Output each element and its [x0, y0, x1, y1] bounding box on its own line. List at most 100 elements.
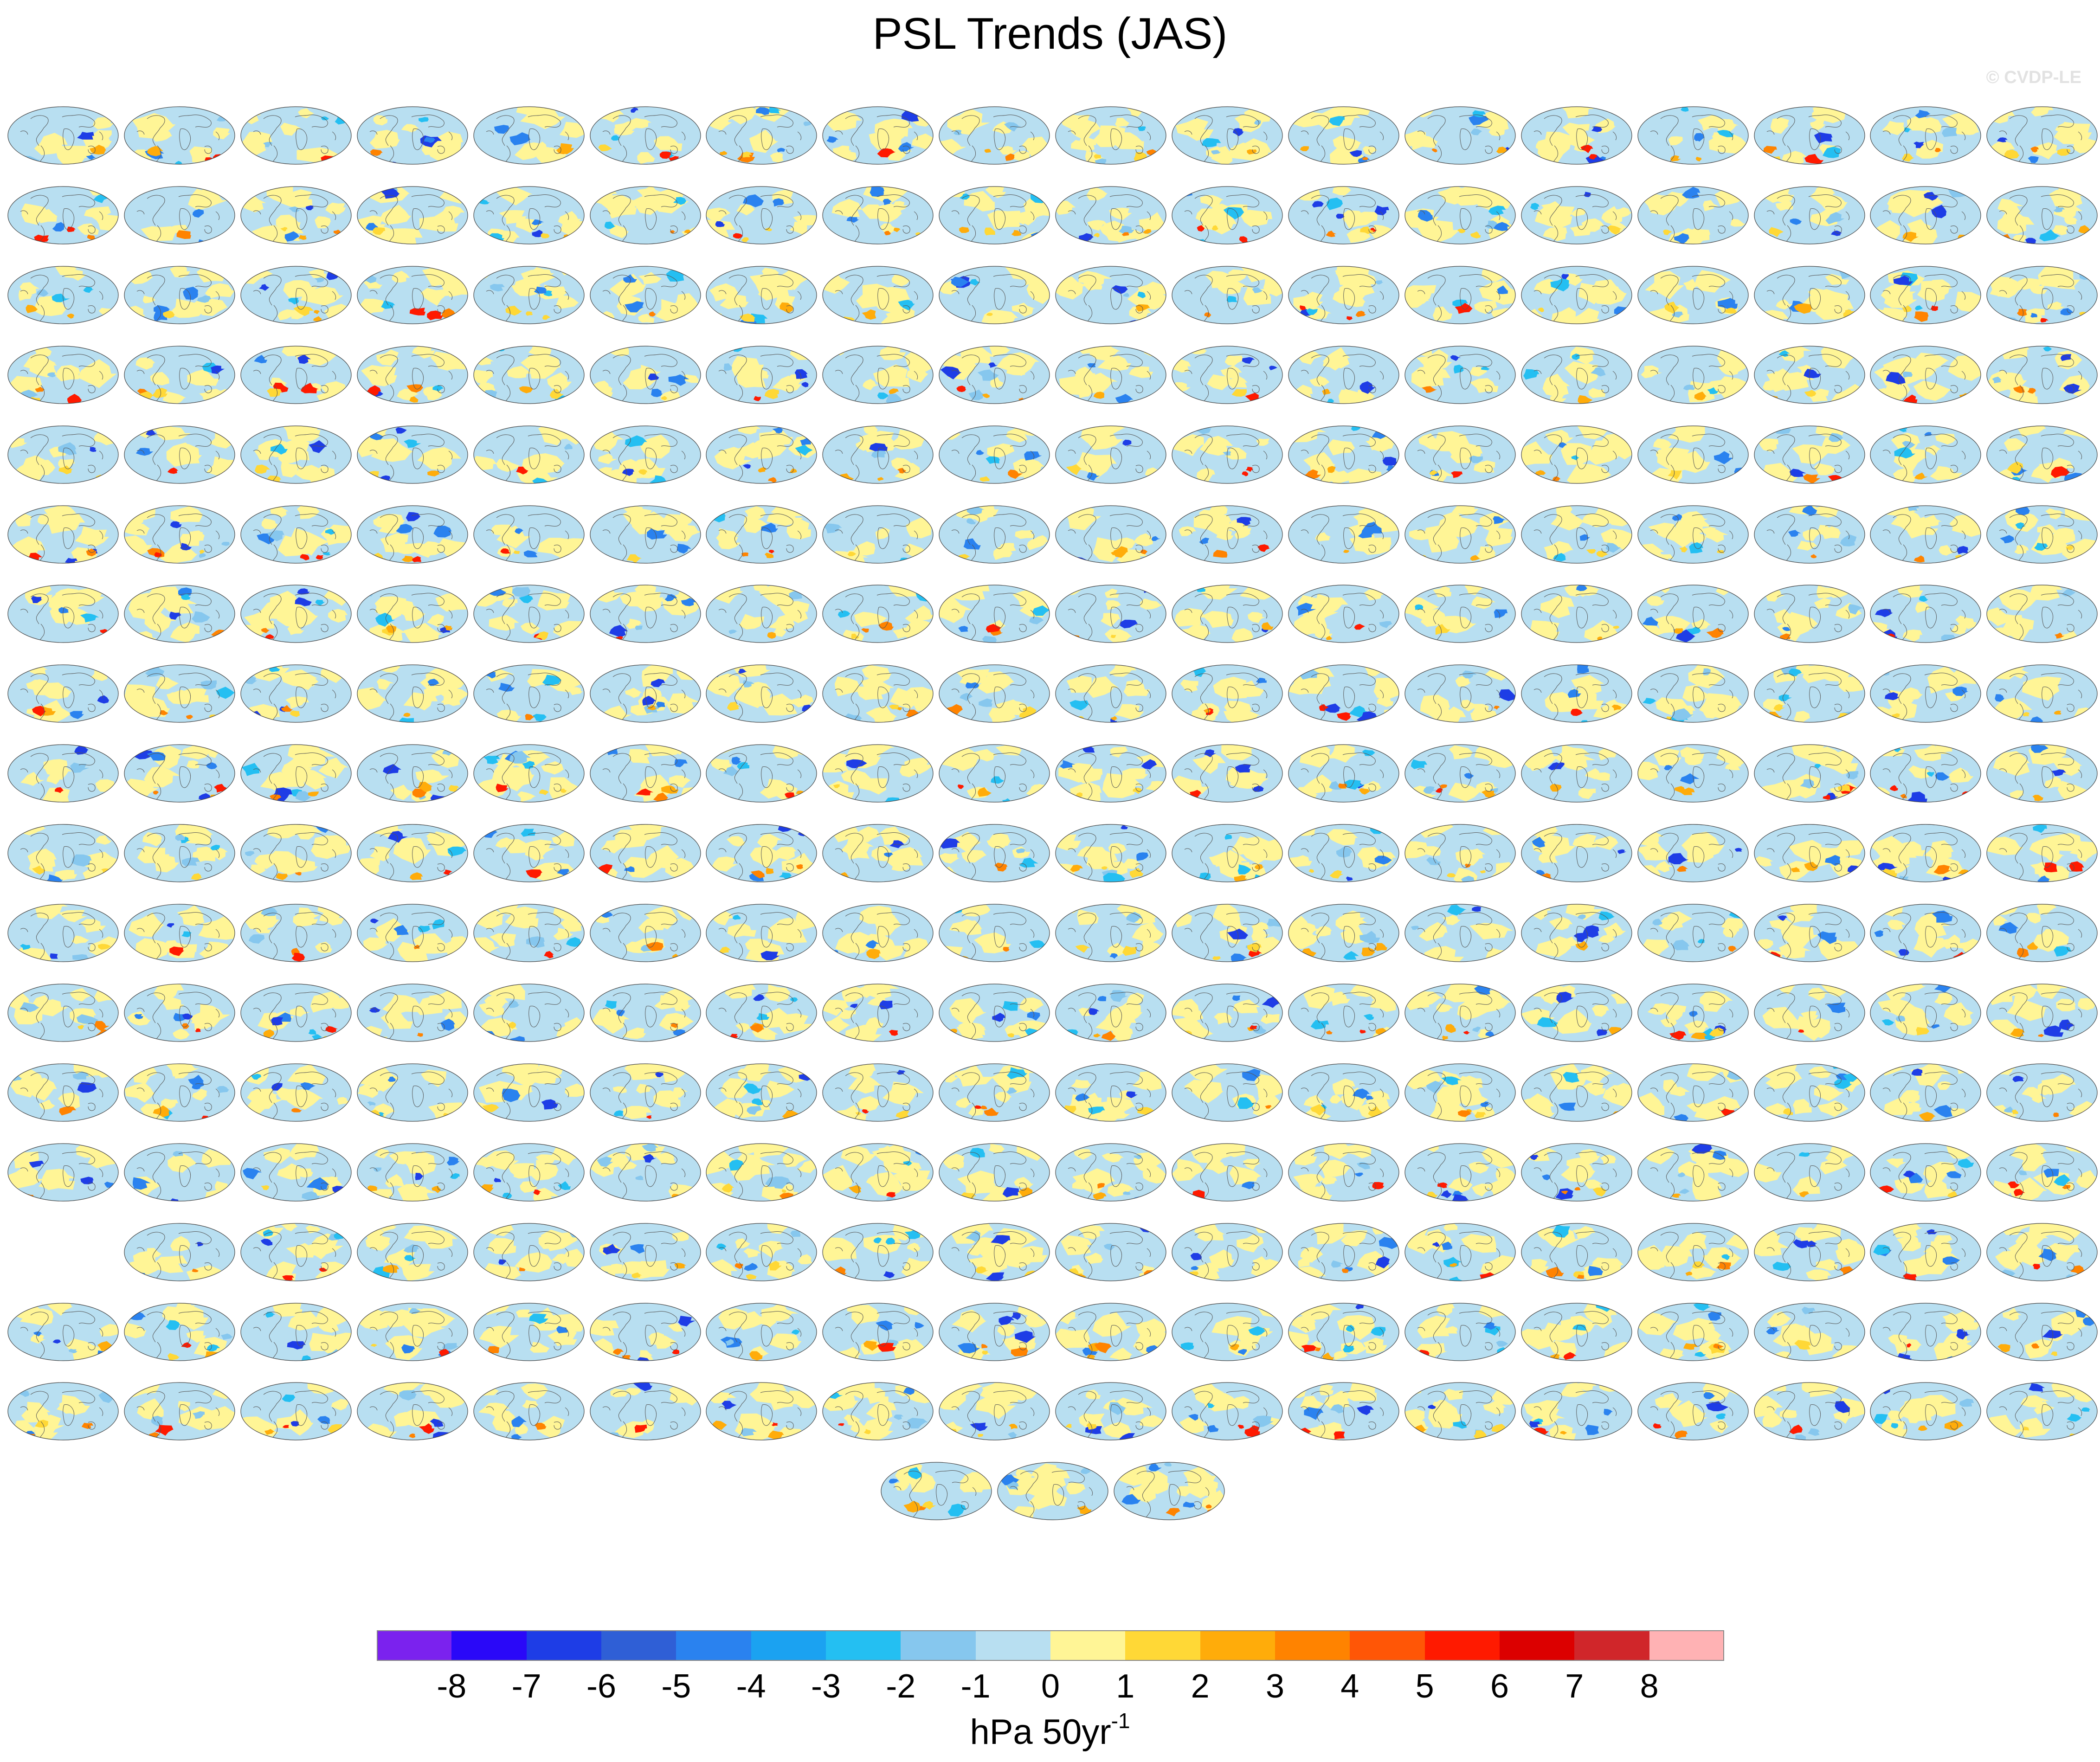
map-outline [589, 346, 701, 404]
positive-trend-region [889, 388, 899, 394]
map-panel [1753, 254, 1866, 328]
map-canvas [1753, 585, 1865, 643]
coastline [215, 211, 219, 220]
map-panel [1985, 494, 2099, 567]
coastline [321, 624, 329, 632]
coastline [1135, 704, 1143, 712]
coastline [1544, 354, 1562, 385]
map-background [1521, 984, 1632, 1042]
coastline [877, 513, 910, 527]
coastline [786, 464, 794, 473]
positive-trend-region [1110, 716, 1118, 721]
negative-trend-region [1211, 150, 1221, 154]
positive-trend-region [1089, 346, 1121, 361]
coastline [1496, 211, 1500, 220]
positive-trend-region [1715, 118, 1736, 131]
coastline [1729, 530, 1733, 539]
negative-trend-region [1642, 617, 1658, 626]
map-panel [1753, 653, 1866, 726]
coastline [1109, 274, 1143, 287]
coastline [99, 131, 103, 141]
positive-trend-region [638, 314, 655, 323]
positive-trend-region [736, 371, 766, 388]
coastline [1612, 689, 1617, 699]
coastline [1227, 447, 1239, 469]
coastline [1808, 593, 1842, 606]
positive-trend-region [25, 586, 53, 606]
map-canvas [473, 505, 585, 564]
coastline [1601, 544, 1609, 553]
map-outline [1753, 106, 1865, 165]
map-outline [1870, 585, 1981, 643]
map-outline [124, 664, 235, 723]
map-panel [1869, 174, 1982, 248]
map-canvas [1870, 425, 1981, 484]
positive-trend-region [1099, 547, 1114, 556]
coastline [1692, 687, 1704, 708]
coastline [729, 275, 747, 306]
positive-trend-region [597, 237, 611, 244]
map-panel [705, 972, 818, 1045]
positive-trend-region [376, 349, 400, 366]
positive-trend-region [277, 309, 296, 321]
coastline [877, 367, 889, 389]
coastline [993, 115, 1027, 128]
coastline [1766, 130, 1774, 135]
map-outline [939, 664, 1050, 723]
map-outline [939, 346, 1050, 404]
positive-trend-region [779, 302, 794, 313]
positive-trend-region [2030, 285, 2048, 294]
coastline [1301, 609, 1309, 613]
positive-trend-region [1571, 308, 1599, 324]
map-canvas [1753, 904, 1865, 962]
positive-trend-region [1094, 232, 1100, 238]
positive-trend-region [377, 514, 405, 527]
negative-trend-region [1671, 311, 1684, 318]
positive-trend-region [1792, 444, 1829, 464]
coastline [1883, 529, 1891, 534]
negative-trend-region [1713, 450, 1733, 464]
negative-trend-region [1143, 585, 1161, 593]
coastline [644, 687, 657, 708]
coastline [528, 673, 561, 686]
coastline [719, 210, 727, 215]
coastline [798, 131, 802, 141]
map-canvas [1986, 425, 2098, 484]
positive-trend-region [1075, 367, 1095, 379]
coastline [88, 385, 96, 393]
positive-trend-region [1437, 186, 1469, 205]
positive-trend-region [1804, 154, 1823, 164]
coastline [63, 447, 75, 469]
coastline [1343, 607, 1355, 629]
map-canvas [7, 346, 119, 404]
map-panel [239, 494, 353, 567]
negative-trend-region [1919, 596, 1929, 602]
coastline [2042, 447, 2054, 469]
coastline [993, 673, 1027, 686]
map-canvas [1870, 824, 1981, 882]
negative-trend-region [1789, 468, 1806, 477]
positive-trend-region [505, 305, 522, 316]
coastline [994, 129, 1006, 150]
negative-trend-region [772, 427, 784, 433]
coastline [380, 434, 398, 465]
positive-trend-region [550, 425, 580, 439]
positive-trend-region [659, 514, 690, 534]
positive-trend-region [886, 310, 916, 324]
coastline [1184, 210, 1192, 215]
map-outline [1404, 186, 1516, 244]
figure-title: PSL Trends (JAS) [872, 9, 1228, 58]
map-outline [1288, 346, 1399, 404]
positive-trend-region [1208, 203, 1231, 217]
positive-trend-region [1662, 229, 1673, 235]
positive-trend-region [1080, 372, 1118, 393]
negative-trend-region [512, 587, 531, 598]
map-panel [1404, 653, 1517, 726]
map-canvas [473, 585, 585, 643]
positive-trend-region [905, 605, 934, 624]
positive-trend-region [831, 199, 862, 217]
negative-trend-region [197, 295, 212, 303]
map-canvas [1172, 904, 1283, 962]
positive-trend-region [87, 234, 96, 240]
coastline [1379, 211, 1384, 220]
